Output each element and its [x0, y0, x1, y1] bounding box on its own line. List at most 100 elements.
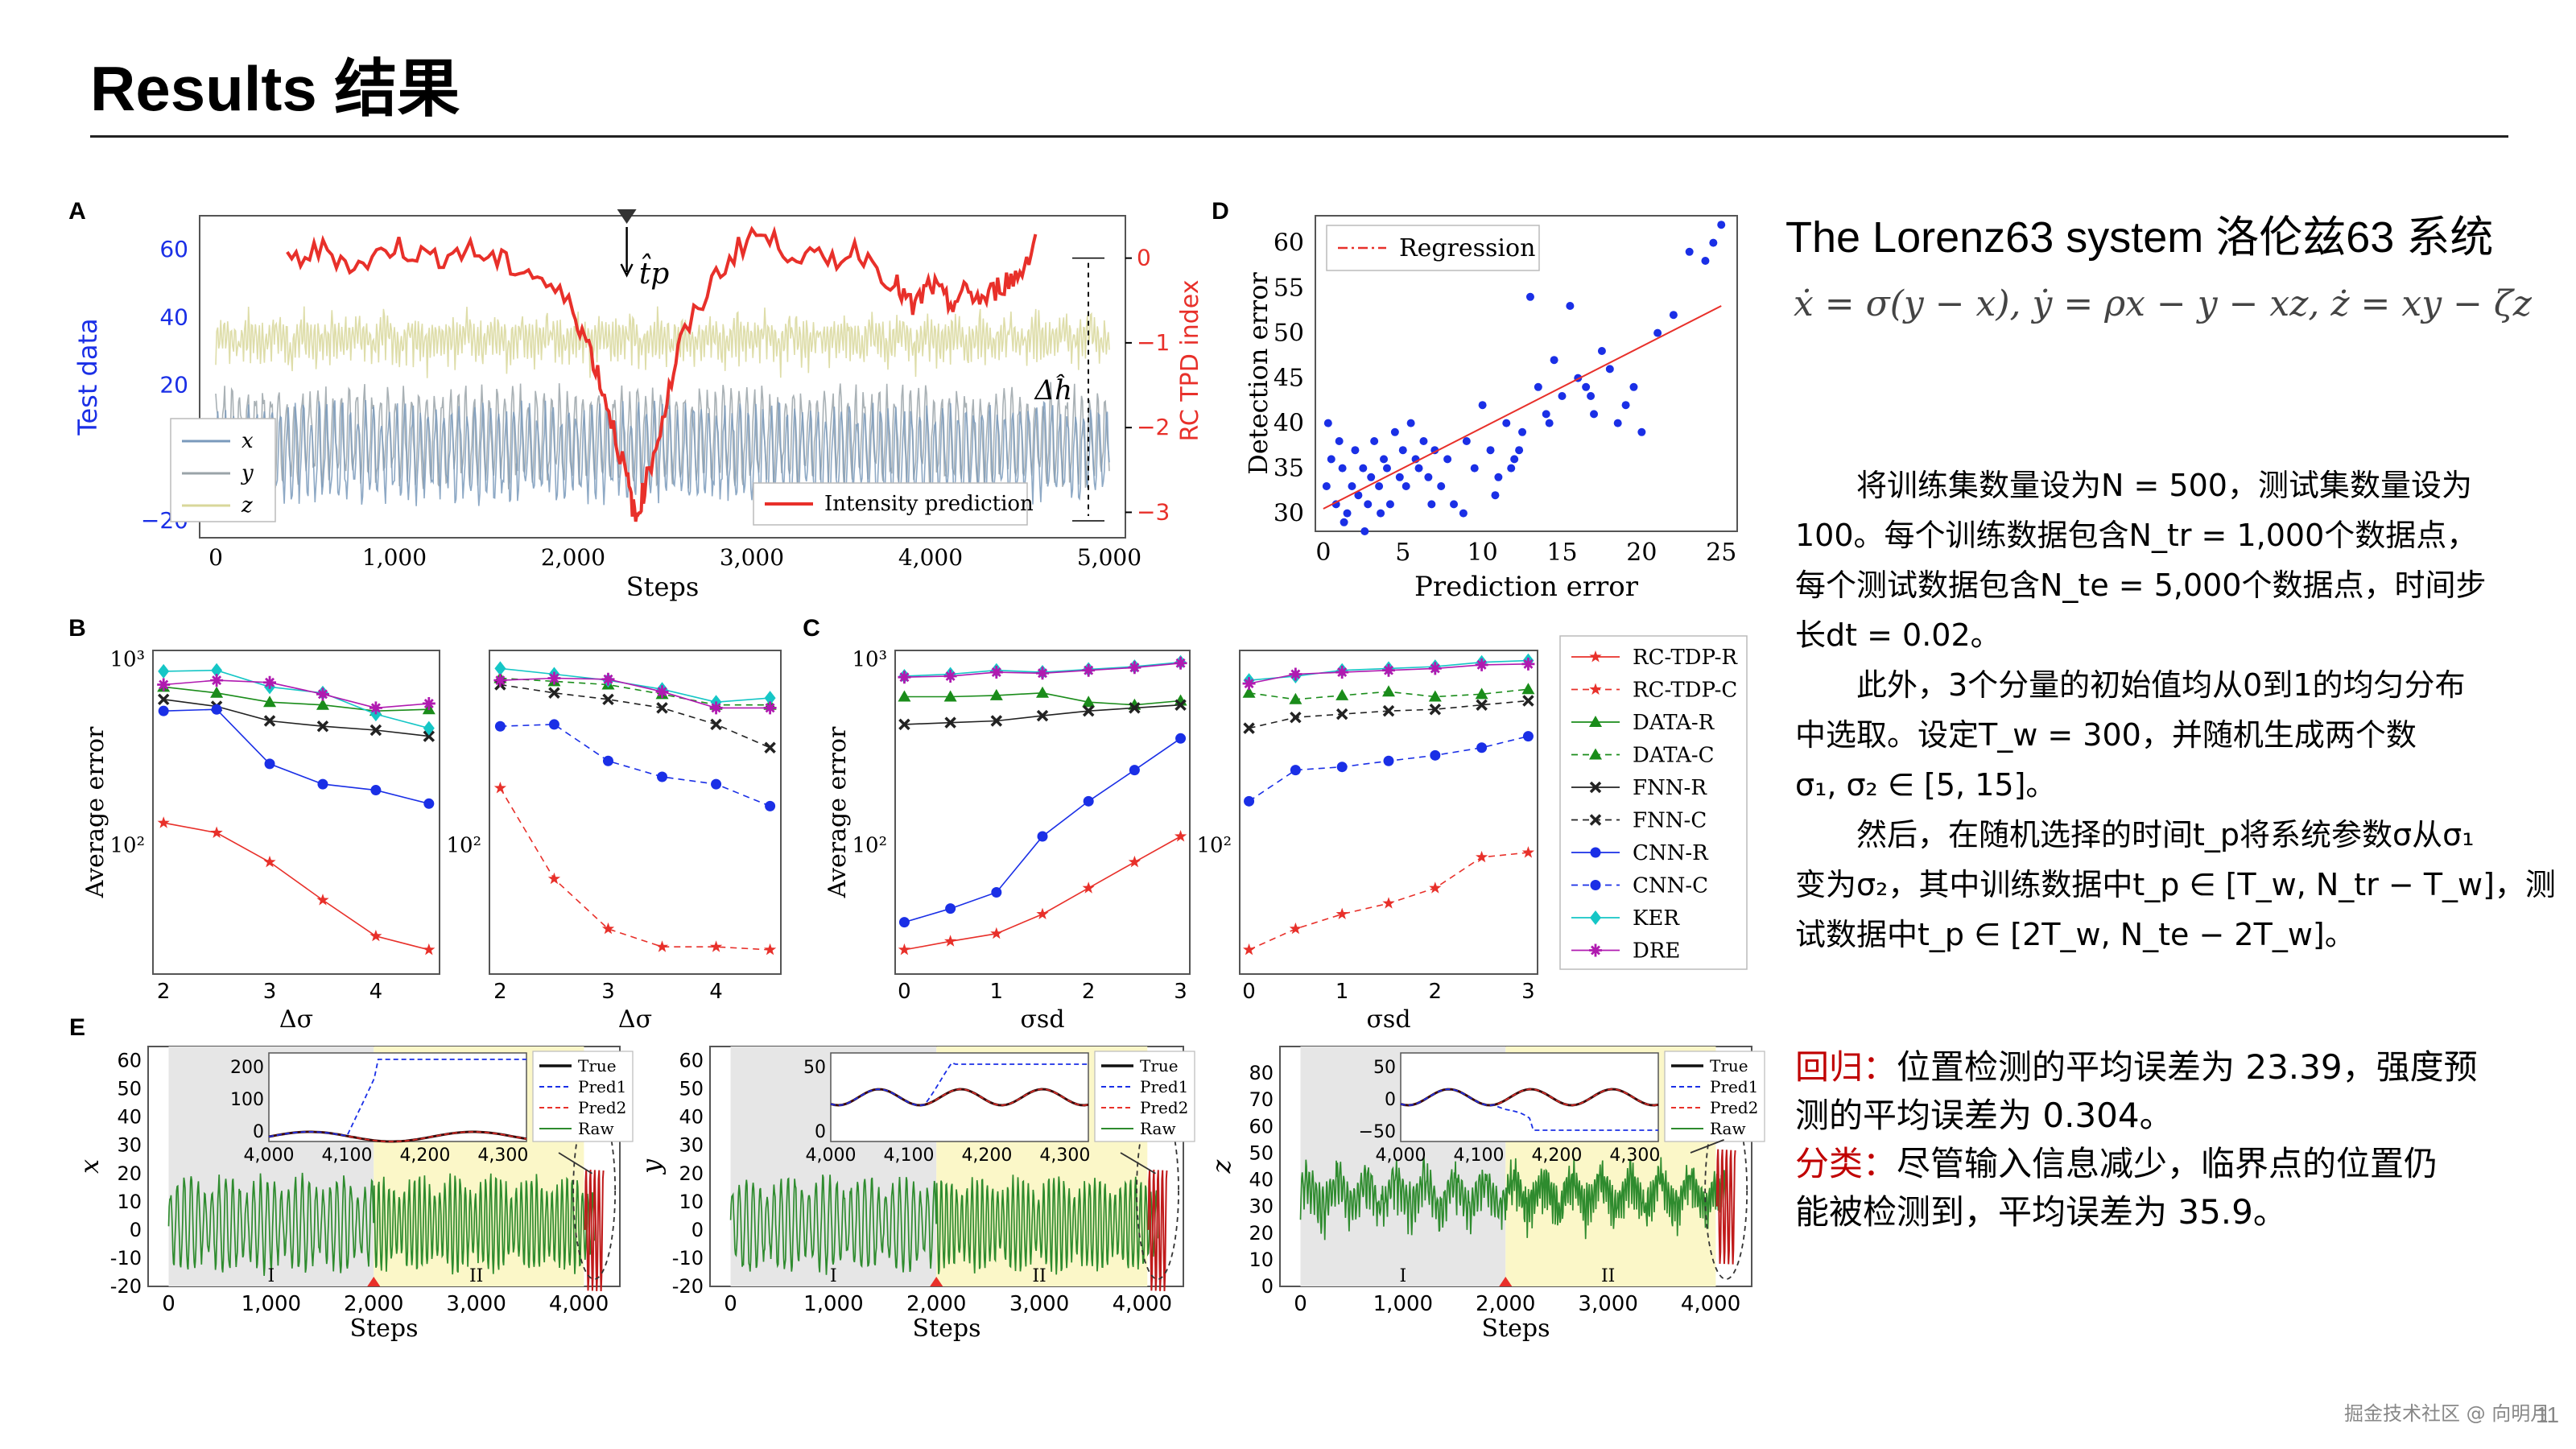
panel-b1-point-CNN-R	[264, 758, 275, 770]
panel-b1-point-DATA-R	[210, 686, 224, 698]
panel-b1-point-KER	[211, 663, 223, 678]
panel-e1-xtick: 2,000	[344, 1292, 403, 1316]
panel-e3-xlabel: Steps	[1482, 1315, 1550, 1343]
panel-e3-xtick: 3,000	[1578, 1292, 1637, 1316]
panel-e1-inset-pred1	[268, 1059, 526, 1137]
panel-b1-point-CNN-R	[211, 704, 222, 715]
panel-d-point	[1348, 482, 1356, 490]
panel-b2-point-RC-TDP-C	[547, 872, 561, 885]
panel-d-point	[1709, 238, 1718, 247]
para-line: 试数据中t_p ∈ [2T_w, N_te − 2T_w]。	[1795, 917, 2355, 952]
panel-c2-point-RC-TDP-C	[1476, 850, 1488, 863]
panel-e3-xtick: 2,000	[1476, 1292, 1535, 1316]
panel-d-point	[1322, 482, 1331, 490]
panel-c2-point-CNN-C	[1244, 795, 1255, 807]
panel-c1-point-DATA-R	[1082, 696, 1096, 708]
panel-e2-ytick: 10	[679, 1191, 704, 1213]
panel-b1-ytick: 10³	[109, 648, 145, 672]
panel-b2-point-RC-TDP-C	[601, 922, 615, 935]
panel-e3-region-label: I	[1400, 1266, 1407, 1286]
panel-e3-connector	[1690, 1139, 1724, 1154]
panel-bc-legend-marker	[1589, 716, 1602, 727]
panel-c1-point-FNN-R	[1082, 704, 1095, 717]
panel-c1-ylabel: Average error	[824, 726, 852, 898]
para-line: 然后，在随机选择的时间t_p将系统参数σ从σ₁	[1795, 817, 2475, 852]
panel-e2-inset-pred2	[830, 1088, 1089, 1106]
panel-b2-xtick: 3	[601, 980, 615, 1004]
panel-d-point	[1406, 419, 1415, 427]
panel-b2-series-FNN-C	[500, 683, 770, 749]
panel-e2-ytick: 20	[679, 1162, 704, 1185]
panel-c2-point-DATA-C	[1475, 687, 1488, 700]
panel-b1-point-FNN-R	[263, 715, 276, 727]
panel-e2-inset-ytick: 0	[815, 1122, 826, 1142]
panel-b1-point-DATA-R	[263, 696, 277, 708]
panel-a-ytick: 40	[159, 303, 188, 330]
panel-d-ylabel: Detection error	[1243, 272, 1274, 475]
panel-c1-point-FNN-R	[944, 716, 956, 729]
panel-e2-zoom-ellipse	[1136, 1101, 1179, 1280]
panel-e2-xtick: 1,000	[803, 1292, 863, 1316]
panel-d-point	[1343, 509, 1352, 518]
para-line: σ₁, σ₂ ∈ [5, 15]。	[1795, 767, 2057, 803]
panel-e2-xtick: 0	[724, 1292, 737, 1316]
panel-e3-inset-xtick: 4,300	[1609, 1146, 1660, 1166]
panel-c1-point-FNN-R	[1036, 709, 1049, 722]
panel-c1-point-CNN-R	[1129, 765, 1140, 776]
panel-b1-point-RC-TDP-R	[157, 816, 170, 828]
panel-a-xtick: 3,000	[720, 544, 784, 571]
panel-bc-legend-label: CNN-C	[1633, 874, 1708, 898]
panel-a-xtick: 1,000	[362, 544, 427, 571]
panel-c1-xtick: 1	[990, 980, 1004, 1004]
panel-b2-point-DRE	[763, 701, 777, 715]
panel-b2-point-DRE	[493, 674, 507, 687]
panel-bc-legend-marker	[1590, 880, 1601, 890]
panel-d-point	[1629, 382, 1638, 391]
panel-d-point	[1478, 401, 1487, 410]
panel-e1-raw-signal	[167, 1172, 596, 1276]
panel-e1-xtick: 4,000	[549, 1292, 609, 1316]
panel-e1-inset-xtick: 4,000	[244, 1146, 295, 1166]
panel-c2-point-CNN-C	[1383, 755, 1394, 766]
panel-b2-series-DATA-C	[500, 677, 770, 706]
panel-e2-connector	[1120, 1152, 1156, 1174]
panel-e2-raw-signal	[729, 1174, 1158, 1275]
panel-c1-point-CNN-R	[945, 903, 956, 914]
panel-e1-inset-xtick: 4,200	[399, 1146, 450, 1166]
panel-b1-point-DRE	[369, 701, 382, 715]
panel-c1-point-DRE	[1082, 663, 1096, 677]
panel-c2-point-FNN-C	[1429, 704, 1442, 716]
panel-e1-legend-label: Raw	[578, 1119, 614, 1138]
panel-e1-region-label: II	[469, 1266, 483, 1286]
panel-b2-xtick: 4	[709, 980, 723, 1004]
panel-c1-point-DRE	[898, 671, 911, 684]
panel-e1-ytick: 10	[117, 1191, 142, 1213]
panel-e2-xtick: 2,000	[906, 1292, 966, 1316]
panel-c1-point-DRE	[1036, 667, 1049, 680]
panel-d-xtick: 15	[1546, 539, 1577, 567]
panel-d-point	[1450, 500, 1459, 509]
panel-d-point	[1327, 455, 1335, 464]
panel-b2-series-RC-TDP-C	[499, 787, 770, 951]
panel-e3-xtick: 4,000	[1681, 1292, 1740, 1316]
panel-label-d: D	[1212, 198, 1229, 225]
panel-bc-legend-marker	[1589, 943, 1602, 957]
para-line: 每个测试数据包含N_te = 5,000个数据点，时间步	[1795, 568, 2487, 603]
panel-bc-legend-marker	[1589, 814, 1602, 826]
panel-e1-pred-tail	[584, 1169, 605, 1292]
panel-e1-zoom-ellipse	[572, 1101, 617, 1280]
title-rule	[90, 135, 2508, 138]
panel-d-point	[1491, 491, 1500, 500]
panel-bc-legend-label: RC-TDP-C	[1633, 679, 1737, 703]
panel-e3-ytick: 50	[1249, 1141, 1274, 1164]
panel-a-tp-label: t̂p	[639, 254, 670, 291]
panel-a-tp-arrowhead	[620, 263, 634, 278]
panel-b1-ylabel: Average error	[81, 726, 109, 898]
panel-d-point	[1427, 500, 1436, 509]
panel-c2-point-RC-TDP-C	[1382, 897, 1395, 909]
panel-c1-point-RC-TDP-R	[1128, 855, 1141, 868]
panel-bc-legend-marker	[1590, 910, 1601, 925]
panel-a-tp-triangle	[617, 209, 637, 224]
panel-e2-ylabel: y	[636, 1158, 667, 1175]
panel-d-point	[1701, 257, 1710, 265]
